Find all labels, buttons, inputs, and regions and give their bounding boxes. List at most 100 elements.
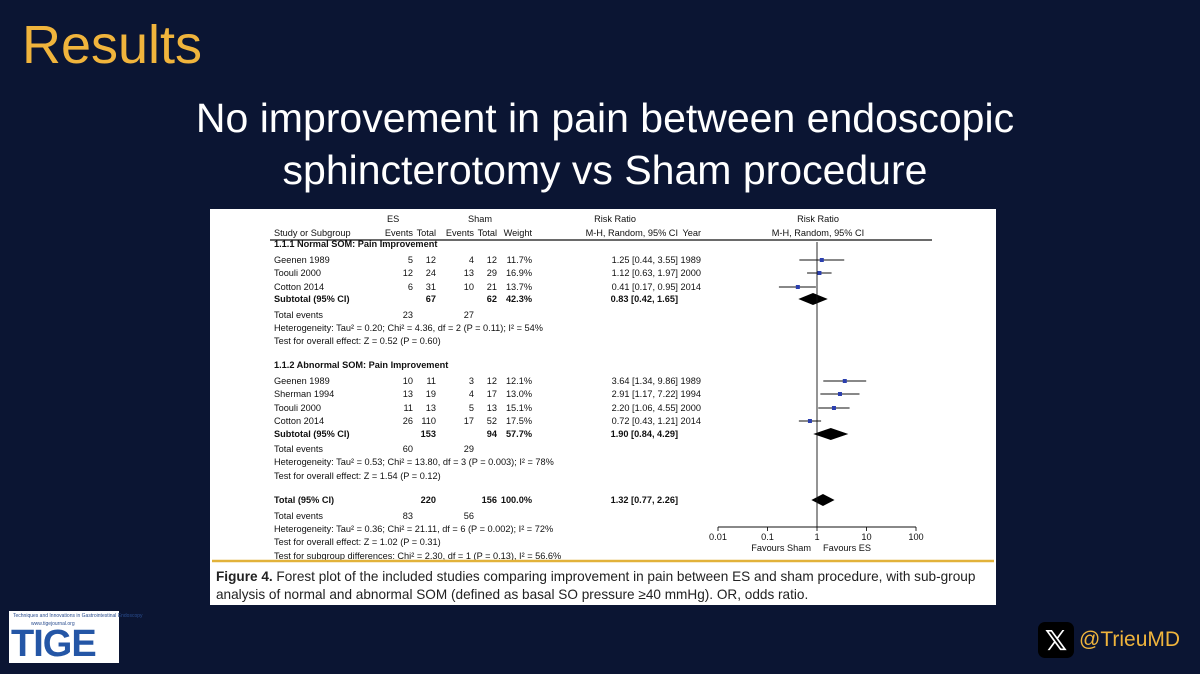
header-sham: Sham xyxy=(468,214,492,224)
x-axis-tick-label: 0.1 xyxy=(761,532,774,542)
study-es-events: 26 xyxy=(403,416,413,426)
study-ci: 2.91 [1.17, 7.22] xyxy=(612,389,678,399)
study-es-events: 10 xyxy=(403,376,413,386)
header-sham-total: Total xyxy=(478,228,497,238)
study-year: 1989 xyxy=(681,376,701,386)
header-risk-ratio-left: Risk Ratio xyxy=(594,214,636,224)
header-method-right: M-H, Random, 95% CI xyxy=(772,228,864,238)
overall-total-diamond xyxy=(811,494,835,506)
study-point xyxy=(817,271,822,275)
overall-total-ci: 1.32 [0.77, 2.26] xyxy=(611,495,678,505)
slide-title: Results xyxy=(22,15,203,75)
heterogeneity: Heterogeneity: Tau² = 0.20; Chi² = 4.36,… xyxy=(274,323,543,333)
total-events-sham: 27 xyxy=(464,310,474,320)
logo-tagline: Techniques and Innovations in Gastrointe… xyxy=(13,613,143,619)
caption-text: Forest plot of the included studies comp… xyxy=(216,569,976,602)
study-sham-events: 3 xyxy=(469,376,474,386)
grand-total-events-sham: 56 xyxy=(464,511,474,521)
subtotal-sham-total: 94 xyxy=(487,429,498,439)
study-sham-total: 13 xyxy=(487,403,497,413)
header-weight: Weight xyxy=(504,228,533,238)
header-study: Study or Subgroup xyxy=(274,228,351,238)
study-sham-total: 12 xyxy=(487,255,497,265)
social-handle: 𝕏 @TrieuMD xyxy=(1038,622,1180,658)
favours-es-label: Favours ES xyxy=(823,543,871,553)
subtotal-sham-total: 62 xyxy=(487,294,497,304)
study-es-total: 11 xyxy=(426,376,436,386)
study-ci: 3.64 [1.34, 9.86] xyxy=(612,376,678,386)
x-axis-tick-label: 0.01 xyxy=(709,532,727,542)
study-sham-events: 4 xyxy=(469,255,474,265)
study-point xyxy=(819,258,824,262)
study-point xyxy=(795,285,800,289)
grand-overall-effect: Test for overall effect: Z = 1.02 (P = 0… xyxy=(274,537,441,547)
logo-url: www.tigejournal.org xyxy=(31,621,75,627)
x-logo-icon: 𝕏 xyxy=(1038,622,1074,658)
subtotal-weight: 57.7% xyxy=(506,429,532,439)
study-weight: 15.1% xyxy=(506,403,532,413)
total-events-es: 23 xyxy=(403,310,413,320)
study-point xyxy=(807,419,812,423)
study-es-events: 13 xyxy=(403,389,413,399)
study-year: 2000 xyxy=(681,403,701,413)
study-sham-total: 21 xyxy=(487,282,497,292)
study-es-events: 6 xyxy=(408,282,413,292)
x-axis-tick-label: 1 xyxy=(814,532,819,542)
study-weight: 16.9% xyxy=(506,268,532,278)
study-es-total: 19 xyxy=(426,389,436,399)
total-events-label: Total events xyxy=(274,310,323,320)
subgroup-title: 1.1.2 Abnormal SOM: Pain Improvement xyxy=(274,360,448,370)
study-weight: 11.7% xyxy=(507,255,532,265)
grand-heterogeneity: Heterogeneity: Tau² = 0.36; Chi² = 21.11… xyxy=(274,524,553,534)
subtotal-es-total: 67 xyxy=(426,294,436,304)
total-events-label: Total events xyxy=(274,444,323,454)
study-sham-total: 12 xyxy=(487,376,497,386)
study-name: Geenen 1989 xyxy=(274,255,330,265)
header-sham-events: Events xyxy=(446,228,474,238)
slide-subtitle: No improvement in pain between endoscopi… xyxy=(0,92,1200,196)
subtotal-weight: 42.3% xyxy=(506,294,532,304)
figure-caption: Figure 4. Forest plot of the included st… xyxy=(216,568,992,604)
study-ci: 0.41 [0.17, 0.95] xyxy=(612,282,678,292)
overall-total-label: Total (95% CI) xyxy=(274,495,334,505)
header-risk-ratio-right: Risk Ratio xyxy=(797,214,839,224)
header-method-left: M-H, Random, 95% CI xyxy=(586,228,678,238)
subtitle-line-2: sphincterotomy vs Sham procedure xyxy=(282,147,928,193)
study-name: Toouli 2000 xyxy=(274,268,321,278)
header-es-total: Total xyxy=(417,228,436,238)
tige-logo: Techniques and Innovations in Gastrointe… xyxy=(9,611,143,665)
study-sham-events: 10 xyxy=(464,282,474,292)
overall-effect: Test for overall effect: Z = 0.52 (P = 0… xyxy=(274,336,441,346)
study-name: Cotton 2014 xyxy=(274,282,324,292)
forest-plot-svg: ES Sham Risk Ratio Risk Ratio Study or Subgr… xyxy=(212,214,994,563)
header-es: ES xyxy=(387,214,399,224)
subgroup-title: 1.1.1 Normal SOM: Pain Improvement xyxy=(274,239,437,249)
study-name: Sherman 1994 xyxy=(274,389,334,399)
study-name: Cotton 2014 xyxy=(274,416,324,426)
study-es-events: 11 xyxy=(403,403,413,413)
study-year: 2014 xyxy=(681,416,701,426)
overall-total-sham-total: 156 xyxy=(482,495,497,505)
study-weight: 17.5% xyxy=(506,416,532,426)
study-ci: 2.20 [1.06, 4.55] xyxy=(612,403,678,413)
grand-total-events-label: Total events xyxy=(274,511,323,521)
study-sham-events: 17 xyxy=(464,416,474,426)
header-year: Year xyxy=(682,228,701,238)
study-weight: 12.1% xyxy=(506,376,532,386)
study-sham-events: 4 xyxy=(469,389,474,399)
logo-text: TIGE xyxy=(11,623,97,665)
caption-label: Figure 4. xyxy=(216,569,273,584)
subtotal-ci: 1.90 [0.84, 4.29] xyxy=(611,429,678,439)
study-name: Geenen 1989 xyxy=(274,376,330,386)
study-year: 2014 xyxy=(681,282,701,292)
study-ci: 1.12 [0.63, 1.97] xyxy=(612,268,678,278)
subtitle-line-1: No improvement in pain between endoscopi… xyxy=(195,95,1015,141)
study-sham-events: 5 xyxy=(469,403,474,413)
study-es-total: 12 xyxy=(426,255,436,265)
study-sham-total: 29 xyxy=(487,268,497,278)
overall-total-es-total: 220 xyxy=(421,495,436,505)
subtotal-diamond xyxy=(813,428,849,440)
study-es-events: 12 xyxy=(403,268,413,278)
subtotal-label: Subtotal (95% CI) xyxy=(274,429,350,439)
study-sham-total: 17 xyxy=(487,389,497,399)
